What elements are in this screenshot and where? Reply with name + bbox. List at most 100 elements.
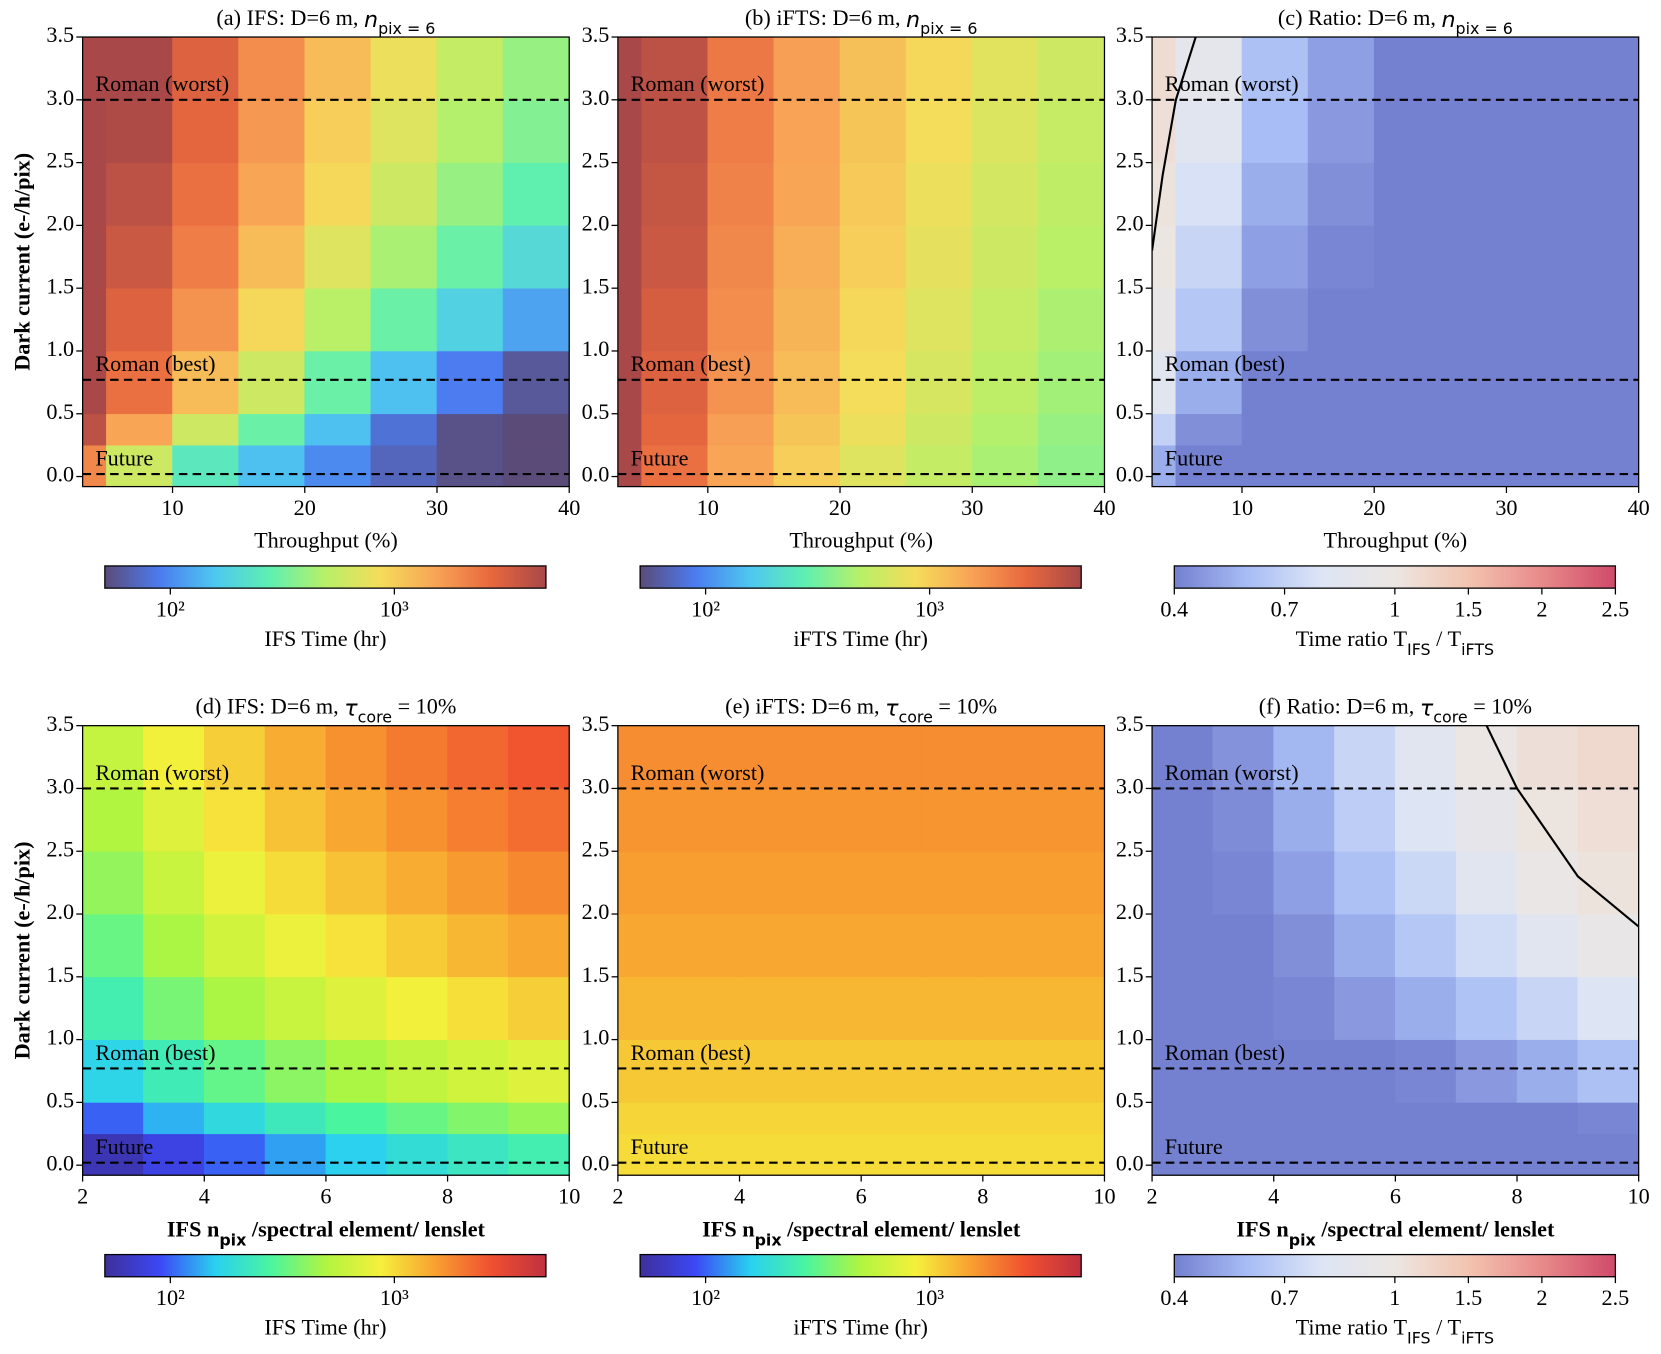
heat-cell [370,99,438,163]
heat-cell [1395,1039,1457,1103]
panel-title-symbol: τ [344,695,358,721]
heat-cell [1506,99,1573,163]
heat-cell [1152,976,1214,1040]
heat-cell [1572,162,1639,226]
heat-cell [1373,413,1441,446]
heat-cell [905,37,973,101]
heat-cell [1043,850,1105,915]
heat-cell [436,444,504,487]
heat-cell [800,850,862,915]
heat-cell [800,1039,862,1103]
heat-cell [1334,788,1396,852]
colorbar-tick-label: 2 [1536,1285,1547,1310]
heat-cell [508,1102,570,1135]
heat-cell [508,850,570,915]
heat-cell [502,350,570,415]
heat-cell [1572,225,1639,289]
heat-cell [1577,1039,1639,1103]
heat-cell [617,850,680,915]
heat-cell [1241,413,1309,446]
heat-cell [1577,976,1639,1040]
heat-cell [1152,1133,1214,1176]
heat-cell [617,1039,680,1103]
heat-cell [370,162,438,226]
x-axis-label-text: Throughput (%) [789,528,933,553]
heat-cell [264,1133,327,1176]
heat-cell [860,913,923,978]
heat-cell [839,162,907,226]
heat-cell [1273,788,1335,852]
x-axis-label-text: /spectral element/ lenslet [1316,1216,1555,1241]
colorbar-label-text: iFTS Time (hr) [793,1315,928,1340]
panel-title-subscript: pix = 6 [1456,19,1513,38]
heat-cell [106,444,173,487]
heat-cell [678,976,740,1040]
heat-cell [905,444,973,487]
colorbar-tick-label: 1.5 [1454,597,1482,622]
heat-cell [617,1102,680,1135]
heat-cell [386,976,448,1040]
colorbar-tick-label: 0.7 [1271,597,1299,622]
heat-cell [800,725,862,789]
x-tick-label: 2 [77,1184,88,1209]
heat-cell [641,225,709,289]
y-tick-label: 0.0 [1116,462,1144,487]
heat-cell [678,850,740,915]
heat-cell [82,850,144,915]
heat-cell [264,850,327,915]
heat-cell [502,444,570,487]
heat-cell [773,287,841,352]
heat-cell [739,976,801,1040]
heat-cell [1307,37,1375,101]
panel-title-symbol: n [1441,7,1455,33]
heat-cell [1038,225,1105,289]
heat-cell [982,913,1044,978]
colorbar-label-text: T [1393,626,1407,651]
heat-cell [1038,444,1105,487]
colorbar [104,1253,547,1278]
heat-cell [1572,99,1639,163]
heat-cell [1175,162,1243,226]
heat-cell [1307,99,1375,163]
heat-cell [1307,287,1375,352]
panel-title-text: (a) IFS: D=6 m, [216,5,364,30]
heat-cell [386,1039,448,1103]
colorbar-label-subscript: iFTS [1461,1329,1494,1348]
y-tick-label: 0.0 [46,462,74,487]
heat-cell [325,1133,388,1176]
heat-cell [860,1039,923,1103]
heat-cell [1307,413,1375,446]
heat-cell [971,350,1039,415]
heat-cell [1175,350,1243,415]
x-tick-label: 20 [1363,495,1385,520]
panel-title-text: = 10% [933,694,997,719]
heat-cell [1241,444,1309,487]
plot-frame [1151,36,1640,488]
heat-cell [447,913,509,978]
heat-cell [678,913,740,978]
heat-cell [238,99,306,163]
heat-cell [370,413,438,446]
colorbar-label-text: iFTS Time (hr) [793,626,928,651]
heat-cell [203,1133,266,1176]
x-tick-label: 10 [558,1184,580,1209]
x-tick-label: 8 [442,1184,453,1209]
heat-cell [678,1039,740,1103]
heat-cell [386,1133,448,1176]
y-tick-label: 2.5 [46,836,74,861]
panel-title-text: (f) Ratio: D=6 m, [1259,694,1420,719]
heat-cell [1038,413,1105,446]
y-tick-label: 2.0 [46,899,74,924]
heat-cell [325,1102,388,1135]
panel-title-subscript: pix = 6 [378,19,435,38]
heat-cell [1577,788,1639,852]
heat-cell [982,788,1044,852]
y-axis-label: Dark current (e-/h/pix) [10,841,35,1059]
heat-cell [1572,350,1639,415]
heat-cell [1506,350,1573,415]
heat-cell [1043,1102,1105,1135]
heat-cell [386,788,448,852]
heat-cell [172,444,239,487]
heat-cell [1273,850,1335,915]
heat-cell [1516,976,1579,1040]
